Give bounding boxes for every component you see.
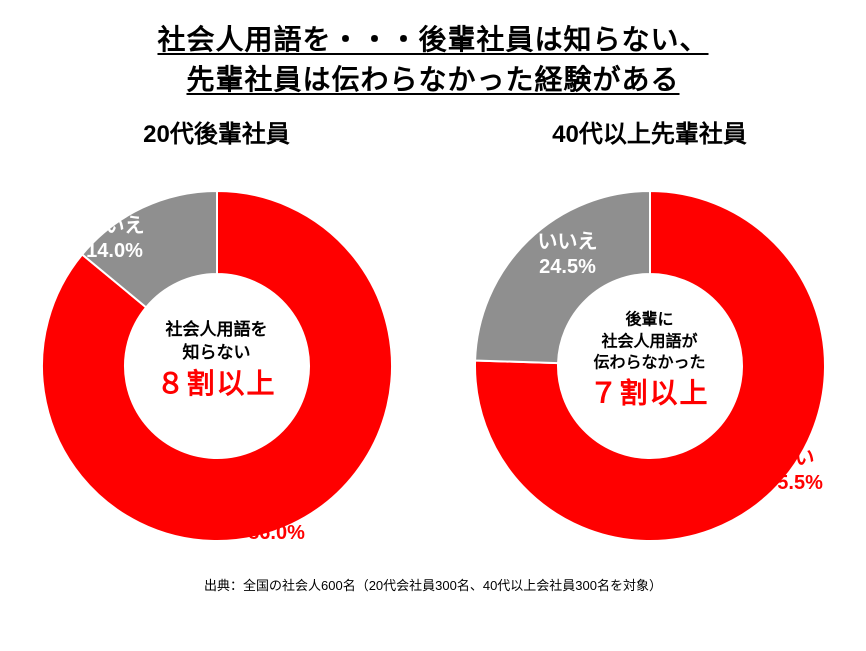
- chart-0: 20代後輩社員社会人用語を知らない８割以上はい86.0%いいえ14.0%: [7, 106, 427, 571]
- title-line-2: 先輩社員は伝わらなかった経験がある: [186, 58, 679, 98]
- donut-wrap: 後輩に社会人用語が伝わらなかった７割以上はい75.5%いいえ24.5%: [440, 151, 860, 571]
- source-text: 出典：全国の社会人600名（20代会社員300名、40代以上会社員300名を対象…: [204, 578, 662, 593]
- charts-row: 20代後輩社員社会人用語を知らない８割以上はい86.0%いいえ14.0%40代以…: [0, 106, 866, 571]
- donut-wrap: 社会人用語を知らない８割以上はい86.0%いいえ14.0%: [7, 151, 427, 571]
- chart-1: 40代以上先輩社員後輩に社会人用語が伝わらなかった７割以上はい75.5%いいえ2…: [440, 106, 860, 571]
- source-note: 出典：全国の社会人600名（20代会社員300名、40代以上会社員300名を対象…: [0, 575, 866, 594]
- donut-svg: [7, 151, 427, 571]
- donut-svg: [440, 151, 860, 571]
- donut-slice-1: [475, 191, 650, 363]
- chart-subtitle: 20代後輩社員: [7, 114, 427, 149]
- title-line-1: 社会人用語を・・・後輩社員は知らない、: [157, 18, 708, 58]
- page-title: 社会人用語を・・・後輩社員は知らない、 先輩社員は伝わらなかった経験がある: [0, 0, 866, 98]
- chart-subtitle: 40代以上先輩社員: [440, 114, 860, 149]
